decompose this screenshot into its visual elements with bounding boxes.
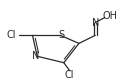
Text: N: N bbox=[32, 51, 40, 61]
Text: N: N bbox=[92, 17, 99, 28]
Text: OH: OH bbox=[103, 11, 118, 21]
Text: Cl: Cl bbox=[65, 70, 74, 80]
Text: Cl: Cl bbox=[7, 30, 16, 40]
Text: S: S bbox=[58, 30, 65, 40]
